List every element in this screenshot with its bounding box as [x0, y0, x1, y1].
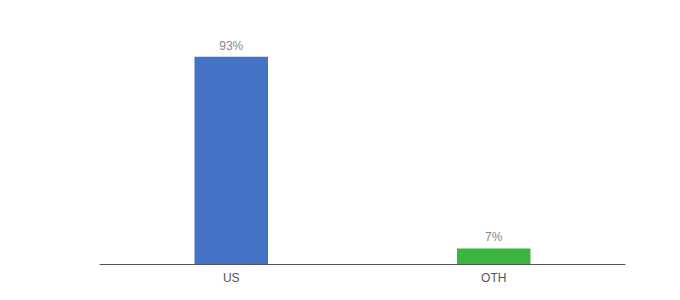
svg-text:7%: 7%	[485, 230, 503, 244]
svg-text:OTH: OTH	[481, 271, 506, 285]
svg-text:US: US	[223, 271, 240, 285]
svg-text:93%: 93%	[219, 39, 243, 53]
